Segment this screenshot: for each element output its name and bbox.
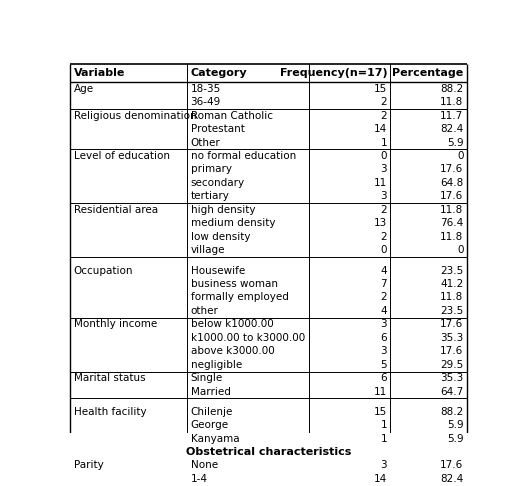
Text: 64.7: 64.7 — [440, 387, 463, 397]
Text: None: None — [191, 460, 217, 470]
Text: 5.9: 5.9 — [447, 138, 463, 148]
Text: 76.4: 76.4 — [440, 218, 463, 228]
Text: Level of education: Level of education — [73, 151, 170, 161]
Text: 36-49: 36-49 — [191, 97, 221, 107]
Text: 2: 2 — [380, 293, 387, 302]
Text: 11.7: 11.7 — [440, 111, 463, 121]
Text: 0: 0 — [457, 245, 463, 255]
Text: 17.6: 17.6 — [440, 347, 463, 356]
Text: 1: 1 — [380, 138, 387, 148]
Text: 18-35: 18-35 — [191, 84, 221, 94]
Text: 17.6: 17.6 — [440, 460, 463, 470]
Text: 13: 13 — [374, 218, 387, 228]
Text: 5.9: 5.9 — [447, 420, 463, 431]
Text: Parity: Parity — [73, 460, 103, 470]
Text: 6: 6 — [380, 373, 387, 383]
Text: 0: 0 — [380, 151, 387, 161]
Text: no formal education: no formal education — [191, 151, 296, 161]
Text: 35.3: 35.3 — [440, 333, 463, 343]
Text: 11.8: 11.8 — [440, 205, 463, 215]
Text: 2: 2 — [380, 111, 387, 121]
Text: 15: 15 — [374, 84, 387, 94]
Text: 2: 2 — [380, 97, 387, 107]
Text: 11: 11 — [374, 387, 387, 397]
Text: 0: 0 — [457, 151, 463, 161]
Text: 17.6: 17.6 — [440, 319, 463, 330]
Text: Age: Age — [73, 84, 94, 94]
Text: 2: 2 — [380, 232, 387, 242]
Text: 0: 0 — [380, 245, 387, 255]
Text: Protestant: Protestant — [191, 124, 245, 134]
Text: 14: 14 — [374, 124, 387, 134]
Text: primary: primary — [191, 164, 232, 174]
Text: 88.2: 88.2 — [440, 84, 463, 94]
Text: Occupation: Occupation — [73, 265, 133, 276]
Text: business woman: business woman — [191, 279, 278, 289]
Text: 2: 2 — [380, 205, 387, 215]
Text: negligible: negligible — [191, 360, 242, 370]
Text: 11: 11 — [374, 178, 387, 188]
Text: formally employed: formally employed — [191, 293, 288, 302]
Text: 4: 4 — [380, 306, 387, 316]
Text: 23.5: 23.5 — [440, 265, 463, 276]
Text: 7: 7 — [380, 279, 387, 289]
Text: George: George — [191, 420, 228, 431]
Text: 11.8: 11.8 — [440, 97, 463, 107]
Text: 5: 5 — [380, 360, 387, 370]
Text: Health facility: Health facility — [73, 407, 146, 417]
Text: Marital status: Marital status — [73, 373, 145, 383]
Text: 29.5: 29.5 — [440, 360, 463, 370]
Text: 17.6: 17.6 — [440, 164, 463, 174]
Text: Kanyama: Kanyama — [191, 434, 239, 444]
Text: medium density: medium density — [191, 218, 275, 228]
Text: Housewife: Housewife — [191, 265, 245, 276]
Text: 82.4: 82.4 — [440, 124, 463, 134]
Text: 11.8: 11.8 — [440, 293, 463, 302]
Text: Percentage: Percentage — [392, 68, 463, 78]
Text: 23.5: 23.5 — [440, 306, 463, 316]
Text: low density: low density — [191, 232, 250, 242]
Text: village: village — [191, 245, 225, 255]
Text: 35.3: 35.3 — [440, 373, 463, 383]
Text: above k3000.00: above k3000.00 — [191, 347, 275, 356]
Text: below k1000.00: below k1000.00 — [191, 319, 274, 330]
Text: 64.8: 64.8 — [440, 178, 463, 188]
Text: 1-4: 1-4 — [191, 473, 208, 484]
Text: 1: 1 — [380, 420, 387, 431]
Text: Monthly income: Monthly income — [73, 319, 157, 330]
Text: high density: high density — [191, 205, 255, 215]
Text: 3: 3 — [380, 191, 387, 201]
Text: 3: 3 — [380, 460, 387, 470]
Text: secondary: secondary — [191, 178, 245, 188]
Text: Residential area: Residential area — [73, 205, 158, 215]
Text: 15: 15 — [374, 407, 387, 417]
Text: Religious denomination: Religious denomination — [73, 111, 196, 121]
Text: 17.6: 17.6 — [440, 191, 463, 201]
Text: other: other — [191, 306, 219, 316]
Text: tertiary: tertiary — [191, 191, 230, 201]
Text: 41.2: 41.2 — [440, 279, 463, 289]
Text: Chilenje: Chilenje — [191, 407, 233, 417]
Text: Roman Catholic: Roman Catholic — [191, 111, 272, 121]
Text: 11.8: 11.8 — [440, 232, 463, 242]
Text: Other: Other — [191, 138, 220, 148]
Text: 1: 1 — [380, 434, 387, 444]
Text: 3: 3 — [380, 347, 387, 356]
Text: Obstetrical characteristics: Obstetrical characteristics — [186, 447, 351, 457]
Text: Frequency(n=17): Frequency(n=17) — [279, 68, 387, 78]
Text: Single: Single — [191, 373, 223, 383]
Text: 3: 3 — [380, 164, 387, 174]
Text: Married: Married — [191, 387, 231, 397]
Text: 82.4: 82.4 — [440, 473, 463, 484]
Text: Variable: Variable — [73, 68, 125, 78]
Text: 6: 6 — [380, 333, 387, 343]
Text: 3: 3 — [380, 319, 387, 330]
Text: 5.9: 5.9 — [447, 434, 463, 444]
Text: 88.2: 88.2 — [440, 407, 463, 417]
Text: Category: Category — [191, 68, 247, 78]
Text: 14: 14 — [374, 473, 387, 484]
Text: 4: 4 — [380, 265, 387, 276]
Text: k1000.00 to k3000.00: k1000.00 to k3000.00 — [191, 333, 305, 343]
